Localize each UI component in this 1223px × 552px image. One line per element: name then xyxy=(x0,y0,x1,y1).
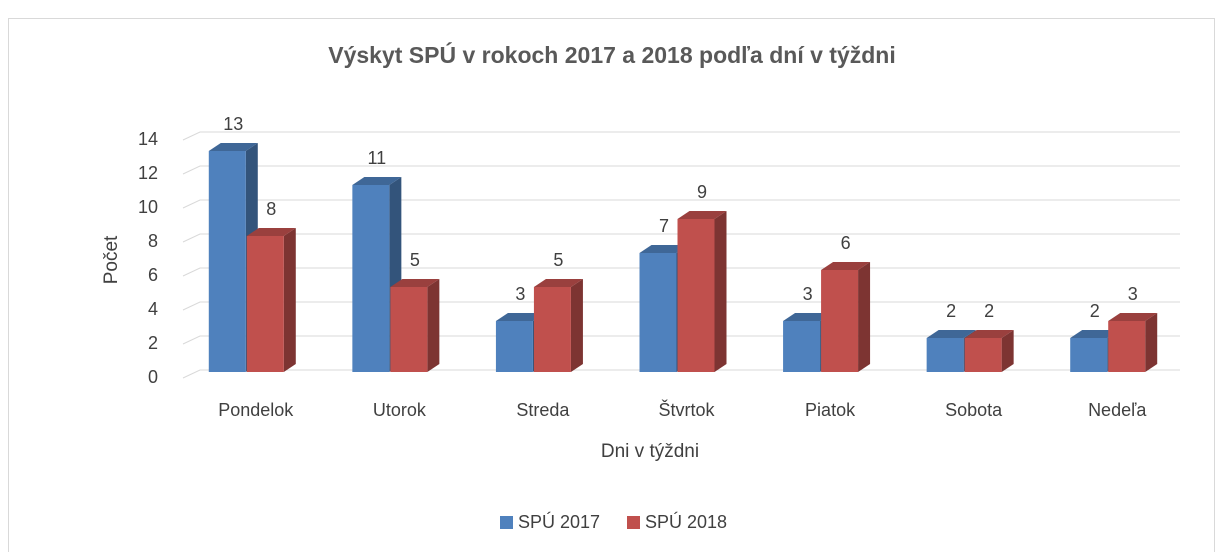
legend-swatch xyxy=(500,516,513,529)
bar-top xyxy=(246,228,296,236)
bar xyxy=(208,151,246,372)
data-label: 3 xyxy=(515,284,525,304)
data-label: 13 xyxy=(223,114,243,134)
bar-top xyxy=(533,279,583,287)
bar-top xyxy=(390,279,440,287)
data-label: 11 xyxy=(368,148,387,168)
x-tick-label: Utorok xyxy=(373,400,427,420)
bar-side xyxy=(427,279,440,372)
y-tick-label: 10 xyxy=(138,197,158,217)
y-tick-label: 2 xyxy=(148,333,158,353)
y-tick-label: 12 xyxy=(138,163,158,183)
bar-top xyxy=(926,330,976,338)
x-tick-label: Štvrtok xyxy=(658,399,715,420)
grid-line xyxy=(182,233,1180,243)
x-tick-label: Pondelok xyxy=(218,400,294,420)
bar-side xyxy=(1001,330,1014,372)
bar-top xyxy=(964,330,1014,338)
x-axis-title: Dni v týždni xyxy=(601,441,699,462)
bar-top xyxy=(639,245,689,253)
x-tick-label: Sobota xyxy=(945,400,1003,420)
bar xyxy=(639,253,677,372)
y-tick-label: 8 xyxy=(148,231,158,251)
data-label: 3 xyxy=(803,284,813,304)
y-tick-label: 6 xyxy=(148,265,158,285)
grid-line xyxy=(182,165,1180,175)
bar xyxy=(821,270,859,372)
bar-top xyxy=(208,143,258,151)
bar-top xyxy=(495,313,545,321)
bar-top xyxy=(1108,313,1158,321)
bar-top xyxy=(1070,330,1120,338)
bar-side xyxy=(1145,313,1158,372)
bar-top xyxy=(783,313,833,321)
bar-top xyxy=(677,211,727,219)
bar xyxy=(677,219,715,372)
data-label: 9 xyxy=(697,182,707,202)
y-tick-label: 0 xyxy=(148,367,158,387)
x-tick-label: Nedeľa xyxy=(1088,400,1147,420)
data-label: 3 xyxy=(1128,284,1138,304)
bar-top xyxy=(821,262,871,270)
bar xyxy=(533,287,571,372)
bar xyxy=(926,338,964,372)
chart-title: Výskyt SPÚ v rokoch 2017 a 2018 podľa dn… xyxy=(328,41,895,68)
data-label: 2 xyxy=(946,301,956,321)
bar xyxy=(783,321,821,372)
bar-side xyxy=(283,228,296,372)
data-label: 7 xyxy=(659,216,669,236)
legend-label: SPÚ 2018 xyxy=(645,511,727,532)
data-label: 6 xyxy=(841,233,851,253)
data-label: 2 xyxy=(984,301,994,321)
bar-side xyxy=(858,262,871,372)
bar xyxy=(246,236,284,372)
legend-label: SPÚ 2017 xyxy=(518,511,600,532)
bar xyxy=(495,321,533,372)
legend-swatch xyxy=(627,516,640,529)
bar xyxy=(1108,321,1146,372)
y-axis-title: Počet xyxy=(101,235,122,284)
data-label: 5 xyxy=(553,250,563,270)
grid-line xyxy=(182,199,1180,209)
data-label: 8 xyxy=(266,199,276,219)
x-tick-label: Piatok xyxy=(805,400,856,420)
bar xyxy=(1070,338,1108,372)
x-tick-label: Streda xyxy=(516,400,570,420)
chart-border xyxy=(8,18,1215,552)
bar xyxy=(390,287,428,372)
data-label: 5 xyxy=(410,250,420,270)
bar-top xyxy=(352,177,402,185)
bar xyxy=(964,338,1002,372)
bar-side xyxy=(714,211,727,372)
y-tick-label: 14 xyxy=(138,129,158,149)
data-label: 2 xyxy=(1090,301,1100,321)
bar xyxy=(352,185,390,372)
y-tick-label: 4 xyxy=(148,299,158,319)
bar-side xyxy=(570,279,583,372)
grid-line xyxy=(182,131,1180,141)
